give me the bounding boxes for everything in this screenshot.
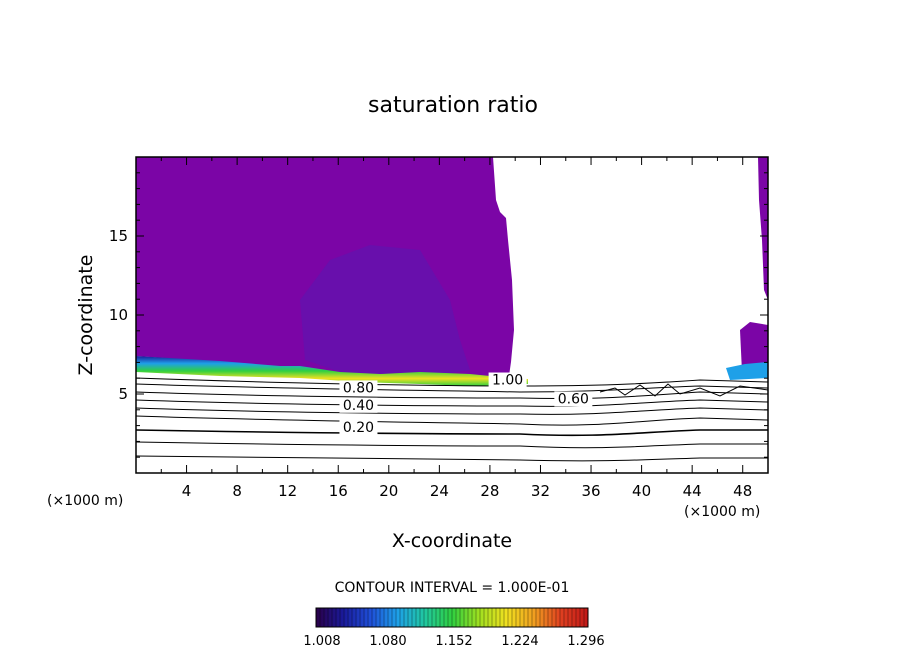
contour-interval-label: CONTOUR INTERVAL = 1.000E-01 (335, 580, 570, 596)
y-tick-label: 5 (118, 385, 128, 403)
x-tick-label: 20 (379, 482, 398, 500)
colorbar-tick-label: 1.080 (369, 634, 406, 649)
x-tick-label: 12 (278, 482, 297, 500)
plot-area (136, 157, 768, 462)
x-tick-label: 48 (733, 482, 752, 500)
chart-title: saturation ratio (368, 93, 538, 118)
x-tick-label: 8 (232, 482, 242, 500)
contour-label-bg (339, 419, 378, 435)
contour-label: 0.60 (558, 391, 589, 407)
colorbar-ticks: 1.008 1.080 1.152 1.224 1.296 (303, 634, 604, 649)
supersaturation-band-right (726, 362, 768, 380)
y-tick-label: 15 (109, 227, 128, 245)
z-unit-label: (×1000 m) (47, 493, 123, 509)
x-tick-label: 16 (329, 482, 348, 500)
contour-label: 0.20 (343, 420, 374, 436)
colorbar-tick-label: 1.296 (567, 634, 604, 649)
colorbar-hatch (315, 608, 589, 627)
contour-lines (136, 377, 768, 462)
x-unit-label: (×1000 m) (684, 504, 760, 520)
contour-label: 0.40 (343, 398, 374, 414)
x-tick-label: 40 (632, 482, 651, 500)
x-tick-label: 4 (182, 482, 192, 500)
contour-wiggles-right (599, 383, 768, 397)
x-tick-label: 24 (430, 482, 449, 500)
contour-label: 0.80 (343, 380, 374, 396)
contour-label: 1.00 (492, 373, 523, 389)
purple-plume (300, 245, 470, 378)
supersaturation-band (136, 356, 528, 386)
contour-label-bg (339, 397, 378, 413)
x-ticks: 4 8 12 16 20 24 28 32 36 40 44 48 (160, 157, 752, 500)
contour-label-bg (488, 372, 527, 388)
y-ticks: 5 10 15 (109, 172, 768, 458)
y-axis-title: Z-coordinate (75, 255, 97, 376)
colorbar-tick-label: 1.152 (435, 634, 472, 649)
x-axis-title: X-coordinate (392, 530, 512, 552)
contour-label-bg (554, 391, 593, 407)
x-tick-label: 32 (531, 482, 550, 500)
contour-labels: 0.80 0.40 0.20 1.00 0.60 (339, 372, 593, 436)
colorbar-tick-label: 1.224 (501, 634, 538, 649)
purple-region-right (758, 157, 768, 300)
purple-region-right-low (740, 322, 768, 372)
y-tick-label: 10 (109, 306, 128, 324)
x-tick-label: 44 (683, 482, 702, 500)
x-tick-label: 28 (480, 482, 499, 500)
x-tick-label: 36 (581, 482, 600, 500)
contour-label-bg (339, 380, 378, 396)
colorbar-tick-label: 1.008 (303, 634, 340, 649)
